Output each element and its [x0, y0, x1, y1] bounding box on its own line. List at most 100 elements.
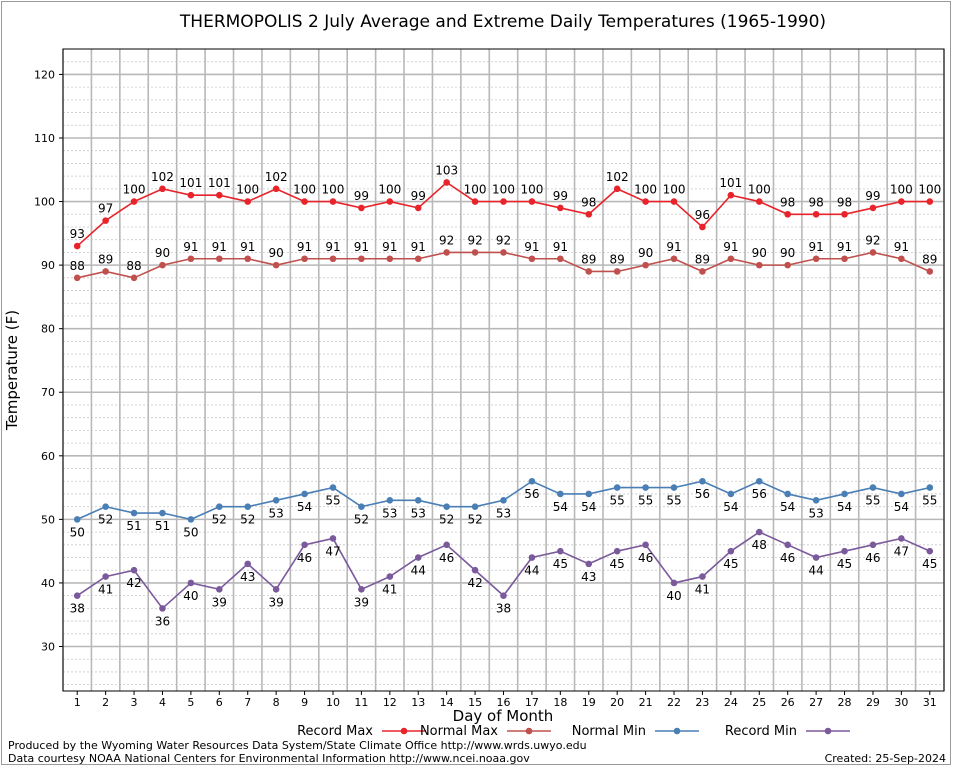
data-label: 41 [98, 583, 113, 597]
data-label: 54 [780, 500, 795, 514]
data-point [244, 198, 252, 205]
data-label: 52 [212, 513, 227, 527]
data-label: 52 [98, 513, 113, 527]
data-label: 51 [155, 519, 170, 533]
y-tick-label: 60 [41, 450, 55, 463]
x-tick-label: 20 [610, 696, 624, 709]
data-label: 38 [70, 602, 85, 616]
data-point [358, 204, 365, 212]
data-label: 100 [492, 183, 515, 197]
data-label: 88 [70, 259, 85, 273]
data-point [699, 223, 706, 231]
data-label: 55 [325, 494, 340, 508]
data-label: 101 [719, 176, 742, 190]
footer-produced-by: Produced by the Wyoming Water Resources … [8, 739, 587, 752]
x-tick-label: 12 [383, 696, 397, 709]
data-point [443, 179, 450, 186]
data-point [642, 198, 649, 205]
data-point [329, 535, 337, 542]
data-label: 100 [748, 183, 771, 197]
data-point [926, 547, 934, 555]
data-point [755, 477, 763, 485]
data-label: 92 [467, 233, 482, 247]
data-label: 53 [411, 506, 426, 520]
data-point [443, 541, 450, 549]
data-label: 97 [98, 202, 113, 216]
data-point [528, 477, 536, 485]
data-point [102, 217, 109, 224]
data-point [613, 185, 621, 193]
data-point [159, 261, 166, 269]
x-tick-label: 26 [781, 696, 795, 709]
x-tick-label: 15 [468, 696, 482, 709]
x-tick-label: 3 [131, 696, 138, 709]
data-label: 50 [70, 525, 85, 539]
data-label: 54 [553, 500, 568, 514]
data-point [159, 605, 166, 612]
data-label: 99 [553, 189, 568, 203]
x-tick-label: 23 [695, 696, 709, 709]
data-point [471, 249, 479, 256]
data-point [613, 268, 621, 275]
data-label: 55 [922, 494, 937, 508]
data-point [386, 497, 394, 504]
data-label: 51 [126, 519, 141, 533]
series-record-max: 93 97 100 102 101 101 100 102 100 100 99 100 99 103 10… [70, 163, 941, 250]
data-label: 46 [439, 551, 454, 565]
data-label: 92 [496, 233, 511, 247]
x-tick-label: 28 [838, 696, 852, 709]
data-label: 91 [524, 240, 539, 254]
data-label: 47 [894, 544, 909, 558]
data-label: 101 [208, 176, 231, 190]
data-label: 42 [126, 576, 141, 590]
data-label: 91 [837, 240, 852, 254]
data-point [500, 249, 507, 256]
data-label: 91 [297, 240, 312, 254]
series-record-min: 38 41 42 36 40 39 43 39 46 47 39 41 44 46 42 38 44 45 43 45… [70, 528, 937, 628]
data-point [869, 541, 877, 549]
data-point [500, 592, 507, 599]
data-label: 91 [183, 240, 198, 254]
data-point [301, 255, 308, 263]
series-normal-min: 50 52 51 51 50 52 52 53 54 55 52 53 53 52 52 53 56 54 54 55… [70, 477, 937, 539]
data-label: 100 [293, 183, 316, 197]
data-label: 99 [354, 189, 369, 203]
data-point [329, 198, 337, 205]
data-point [159, 509, 166, 517]
data-point [244, 255, 252, 263]
data-label: 91 [212, 240, 227, 254]
footer-created-date: Created: 25-Sep-2024 [824, 752, 946, 765]
y-tick-label: 100 [34, 196, 55, 209]
data-label: 91 [240, 240, 255, 254]
legend-marker [525, 727, 533, 735]
data-point [187, 516, 195, 523]
legend-marker [400, 727, 408, 735]
data-label: 43 [240, 570, 255, 584]
data-point [557, 204, 564, 212]
data-label: 100 [918, 183, 941, 197]
data-point [557, 547, 564, 555]
data-point [528, 198, 536, 205]
data-point [585, 490, 593, 498]
data-point [414, 554, 422, 561]
data-point [216, 191, 223, 199]
data-label: 91 [894, 240, 909, 254]
data-label: 100 [378, 183, 401, 197]
data-label: 90 [752, 246, 767, 260]
x-axis-label: Day of Month [453, 707, 554, 725]
data-label: 54 [297, 500, 312, 514]
legend-item: Record Min [725, 724, 850, 739]
data-point [585, 268, 593, 275]
data-point [443, 503, 450, 510]
data-point [500, 198, 507, 205]
x-tick-label: 6 [216, 696, 223, 709]
data-label: 102 [606, 170, 629, 184]
data-point [443, 249, 450, 256]
data-point [528, 255, 536, 263]
data-point [414, 204, 422, 212]
data-point [528, 554, 536, 561]
data-point [272, 261, 280, 269]
data-label: 89 [98, 252, 113, 266]
